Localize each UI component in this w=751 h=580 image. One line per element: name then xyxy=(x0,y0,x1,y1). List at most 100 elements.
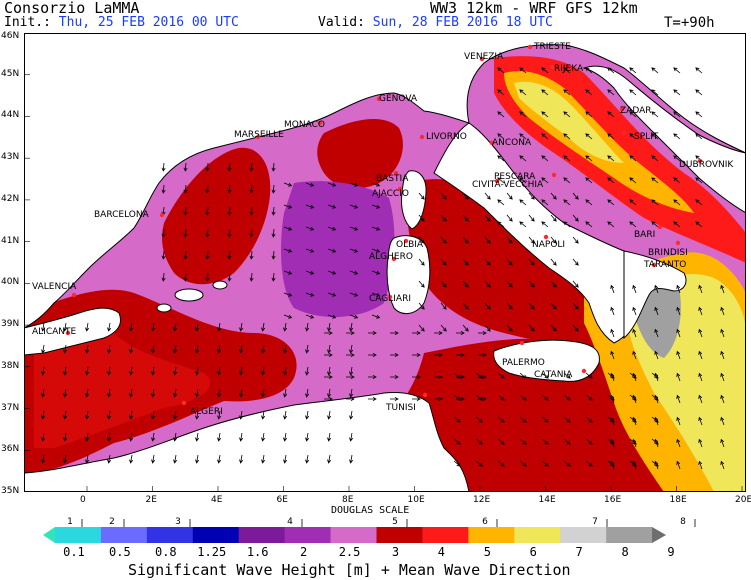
wave-direction-arrow xyxy=(453,460,461,467)
city-label: CIVITA-VECCHIA xyxy=(472,180,544,190)
wave-direction-arrow xyxy=(349,410,354,420)
wave-direction-arrow xyxy=(418,192,425,200)
wave-direction-arrow xyxy=(676,416,681,426)
wave-direction-arrow xyxy=(183,272,188,282)
wave-direction-arrow xyxy=(305,182,315,187)
wave-direction-arrow xyxy=(85,432,90,442)
wave-direction-arrow xyxy=(563,111,571,118)
wave-direction-arrow xyxy=(371,292,381,297)
wave-direction-arrow xyxy=(698,460,703,470)
band-4m-west xyxy=(34,319,211,448)
wave-direction-arrow xyxy=(305,322,310,332)
wave-direction-arrow xyxy=(346,396,355,402)
wave-direction-arrow xyxy=(390,396,399,402)
wave-direction-arrow xyxy=(563,372,571,379)
wave-direction-arrow xyxy=(720,328,725,338)
wave-direction-arrow xyxy=(654,328,659,338)
wave-direction-arrow xyxy=(412,374,421,380)
wave-direction-arrow xyxy=(371,182,381,187)
wave-direction-arrow xyxy=(563,89,571,96)
wave-direction-arrow xyxy=(541,67,549,74)
city-dot xyxy=(419,134,425,140)
wave-direction-arrow xyxy=(550,302,557,310)
wave-direction-arrow xyxy=(632,394,637,404)
wave-direction-arrow xyxy=(129,322,134,332)
wave-direction-arrow xyxy=(654,394,659,404)
wave-direction-arrow xyxy=(327,314,337,319)
wave-direction-arrow xyxy=(217,344,222,354)
lat-label: 36N xyxy=(1,444,20,455)
wave-direction-arrow xyxy=(249,228,254,238)
wave-direction-arrow xyxy=(720,394,725,404)
wave-direction-arrow xyxy=(283,344,288,354)
wave-direction-arrow xyxy=(63,366,68,376)
wave-direction-arrow xyxy=(305,410,310,420)
colorbar-cell xyxy=(422,527,469,543)
wave-direction-arrow xyxy=(41,454,46,464)
wave-direction-arrow xyxy=(673,67,681,74)
city-dot xyxy=(181,400,187,406)
wave-direction-arrow xyxy=(698,438,703,448)
wave-direction-arrow xyxy=(506,258,513,266)
wave-direction-arrow xyxy=(632,328,637,338)
wave-direction-arrow xyxy=(283,314,293,319)
wave-direction-arrow xyxy=(283,366,288,376)
colorbar-cell xyxy=(376,527,423,543)
wave-direction-arrow xyxy=(572,214,579,222)
wave-direction-arrow xyxy=(651,221,659,228)
wave-direction-arrow xyxy=(497,416,505,423)
wave-direction-arrow xyxy=(695,177,703,184)
city-label: ANCONA xyxy=(492,138,532,148)
wave-direction-arrow xyxy=(563,438,571,445)
wave-direction-arrow xyxy=(563,133,571,140)
wave-direction-arrow xyxy=(519,89,527,96)
wave-direction-arrow xyxy=(107,388,112,398)
wave-direction-arrow xyxy=(607,199,615,206)
wave-direction-arrow xyxy=(585,221,593,228)
wave-direction-arrow xyxy=(434,352,443,358)
wave-direction-arrow xyxy=(217,410,222,420)
wave-direction-arrow xyxy=(632,416,637,426)
wave-direction-arrow xyxy=(271,272,276,282)
wave-direction-arrow xyxy=(629,177,637,184)
wave-direction-arrow xyxy=(327,204,337,209)
wave-direction-arrow xyxy=(654,306,659,316)
wave-direction-arrow xyxy=(550,258,557,266)
colorbar-cell xyxy=(606,527,653,543)
wave-direction-arrow xyxy=(563,416,571,423)
wave-direction-arrow xyxy=(151,388,156,398)
city-dot xyxy=(422,392,428,398)
wave-direction-arrow xyxy=(239,410,244,420)
wave-direction-arrow xyxy=(541,394,549,401)
wave-direction-arrow xyxy=(550,214,557,222)
wave-direction-arrow xyxy=(519,199,527,206)
wave-direction-arrow xyxy=(541,460,549,467)
wave-direction-arrow xyxy=(607,155,615,162)
land-corsica xyxy=(401,170,427,230)
colorbar-threshold-label: 0.5 xyxy=(109,545,131,559)
wave-direction-arrow xyxy=(654,438,659,448)
wave-direction-arrow xyxy=(585,89,593,96)
wave-direction-arrow xyxy=(550,192,557,200)
wave-direction-arrow xyxy=(676,350,681,360)
wave-direction-arrow xyxy=(506,302,513,310)
wave-direction-arrow xyxy=(271,162,276,172)
wave-direction-arrow xyxy=(418,214,425,222)
colorbar-threshold-label: 9 xyxy=(667,545,674,559)
wave-direction-arrow xyxy=(585,111,593,118)
wave-direction-arrow xyxy=(85,388,90,398)
land-mallorca xyxy=(174,288,204,302)
wave-direction-arrow xyxy=(497,111,505,118)
lon-label: 0 xyxy=(80,495,86,505)
wave-direction-arrow xyxy=(720,284,725,294)
colorbar-threshold-label: 4 xyxy=(438,545,445,559)
wave-direction-arrow xyxy=(484,324,491,332)
wave-direction-arrow xyxy=(129,454,134,464)
colorbar-threshold-label: 2.5 xyxy=(339,545,361,559)
wave-direction-arrow xyxy=(305,204,315,209)
city-dot xyxy=(519,340,525,346)
lon-label: 2E xyxy=(145,495,157,505)
wave-direction-arrow xyxy=(610,328,615,338)
wave-direction-arrow xyxy=(390,330,399,336)
wave-direction-arrow xyxy=(497,438,505,445)
